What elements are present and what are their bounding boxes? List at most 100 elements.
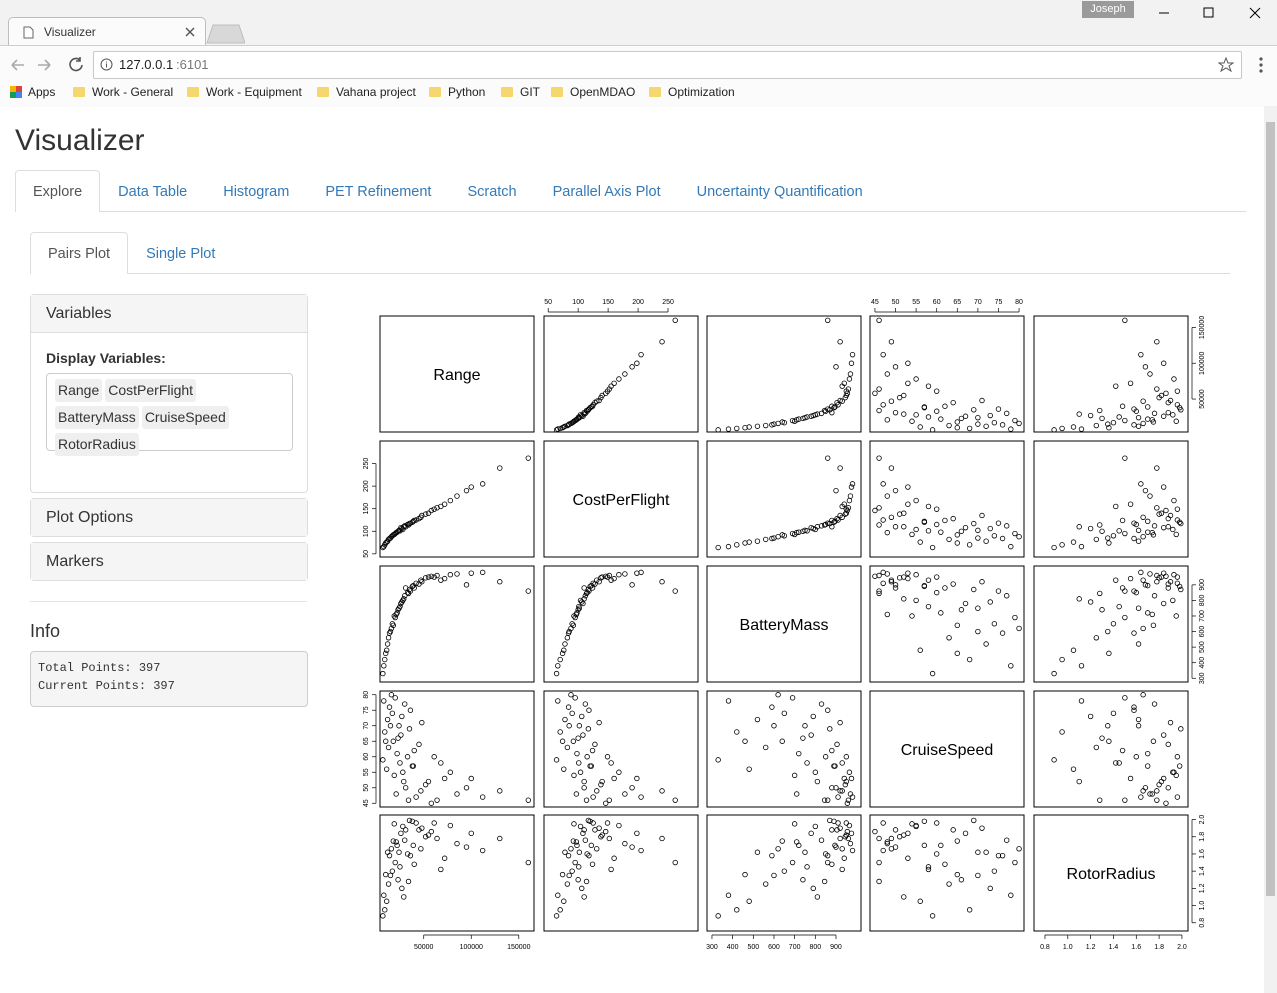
browser-tab[interactable]: Visualizer xyxy=(8,17,206,46)
address-bar[interactable]: 127.0.0.1:6101 xyxy=(93,51,1242,79)
point xyxy=(839,383,845,389)
point xyxy=(848,360,855,366)
bookmark[interactable]: Work - Equipment xyxy=(187,85,302,99)
point xyxy=(966,656,973,663)
point xyxy=(892,827,899,833)
point xyxy=(1173,418,1179,424)
variable-token[interactable]: CruiseSpeed xyxy=(141,406,229,429)
panel xyxy=(543,440,699,558)
bookmark[interactable]: Work - General xyxy=(73,85,173,99)
x-tick-label: 50000 xyxy=(414,944,434,951)
point xyxy=(804,528,810,534)
point xyxy=(583,878,590,885)
scrollbar[interactable] xyxy=(1264,106,1277,993)
variable-token[interactable]: CostPerFlight xyxy=(105,379,197,402)
point xyxy=(1145,404,1151,410)
window-controls[interactable] xyxy=(1150,0,1277,26)
nav-tab[interactable]: Uncertainty Quantification xyxy=(696,183,863,200)
variable-select[interactable]: Range CostPerFlight BatteryMass CruiseSpeed… xyxy=(46,373,293,456)
panel-heading[interactable]: Variables xyxy=(31,295,307,333)
bookmark[interactable]: Python xyxy=(429,85,485,99)
point xyxy=(406,586,413,593)
menu-icon[interactable] xyxy=(1258,56,1264,74)
bookmark[interactable]: Vahana project xyxy=(317,85,416,99)
point xyxy=(463,582,470,588)
point xyxy=(1174,794,1181,800)
point xyxy=(800,735,806,741)
point xyxy=(794,839,800,845)
point xyxy=(566,723,572,729)
point xyxy=(419,719,425,726)
point xyxy=(406,817,413,824)
point xyxy=(565,630,572,636)
folder-icon xyxy=(649,87,661,97)
point xyxy=(901,411,907,417)
panel-heading[interactable]: Plot Options xyxy=(31,499,307,536)
markers-panel[interactable]: Markers xyxy=(30,542,308,581)
panel xyxy=(543,565,699,683)
point xyxy=(562,849,568,855)
point xyxy=(416,741,422,748)
divider xyxy=(30,601,307,602)
point xyxy=(1151,701,1158,707)
y-tick-label: 300 xyxy=(1199,672,1206,684)
bookmark[interactable]: Optimization xyxy=(649,85,735,99)
point xyxy=(872,828,878,835)
nav-tab[interactable]: PET Refinement xyxy=(325,183,432,200)
point xyxy=(406,726,413,732)
variable-name: RotorRadius xyxy=(1067,866,1156,883)
point xyxy=(399,713,405,720)
variable-token[interactable]: Range xyxy=(55,379,103,402)
star-icon[interactable] xyxy=(1218,57,1234,73)
nav-tab[interactable]: Parallel Axis Plot xyxy=(552,183,661,200)
nav-tab[interactable]: Histogram xyxy=(223,183,290,200)
point xyxy=(468,830,474,837)
point xyxy=(812,823,819,830)
nav-buttons[interactable] xyxy=(8,56,88,74)
point xyxy=(586,852,592,859)
point xyxy=(954,419,960,425)
point xyxy=(909,613,915,619)
variable-token[interactable]: RotorRadius xyxy=(55,433,139,456)
nav-tab[interactable]: Single Plot xyxy=(146,245,216,262)
bookmark[interactable]: OpenMDAO xyxy=(551,85,635,99)
bookmark[interactable]: Apps xyxy=(10,85,55,99)
point xyxy=(454,791,460,797)
point xyxy=(398,830,404,837)
point xyxy=(818,837,825,843)
panel xyxy=(706,814,862,932)
point xyxy=(1160,775,1167,782)
point xyxy=(584,754,590,760)
x-tick-label: 600 xyxy=(768,944,780,951)
point xyxy=(929,544,936,551)
point xyxy=(393,611,399,618)
nav-tab[interactable]: Explore xyxy=(15,170,101,212)
bookmark-label: Python xyxy=(448,85,486,99)
point xyxy=(794,791,800,797)
point xyxy=(588,582,595,589)
tab-close[interactable] xyxy=(185,27,195,37)
nav-tab[interactable]: Scratch xyxy=(467,183,517,200)
nav-tab[interactable]: Data Table xyxy=(118,183,188,200)
panel-heading[interactable]: Markers xyxy=(31,543,307,580)
point xyxy=(381,892,387,898)
point xyxy=(1008,663,1014,669)
point xyxy=(771,872,777,879)
point xyxy=(734,425,740,432)
new-tab[interactable] xyxy=(205,24,245,44)
point xyxy=(825,707,831,713)
point xyxy=(616,376,622,382)
scrollbar-thumb[interactable] xyxy=(1266,122,1275,896)
plot-options-panel[interactable]: Plot Options xyxy=(30,498,308,537)
variable-token[interactable]: BatteryMass xyxy=(55,406,139,429)
nav-tab[interactable]: Pairs Plot xyxy=(30,232,129,274)
point xyxy=(1105,421,1111,427)
point xyxy=(1154,339,1160,345)
point xyxy=(832,763,838,769)
point xyxy=(779,838,785,844)
bookmark[interactable]: GIT xyxy=(501,85,540,99)
user-badge[interactable]: Joseph xyxy=(1082,1,1134,18)
point xyxy=(884,840,890,847)
point xyxy=(983,423,989,429)
